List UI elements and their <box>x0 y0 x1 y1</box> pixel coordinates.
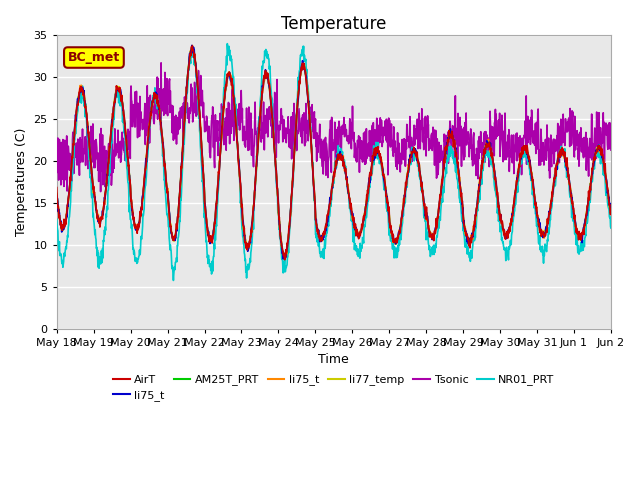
li77_temp <box>188 44 196 50</box>
li75_t <box>188 43 196 48</box>
NR01_PRT <box>239 234 246 240</box>
li75_t <box>420 205 428 211</box>
li75_t <box>163 182 170 188</box>
AM25T_PRT <box>53 191 61 196</box>
AirT <box>176 186 184 192</box>
li75_t <box>188 43 196 48</box>
li77_temp <box>53 192 61 198</box>
li75_t <box>542 225 550 230</box>
li75_t <box>163 182 170 188</box>
Tsonic <box>53 140 61 146</box>
Tsonic <box>542 147 550 153</box>
AirT <box>239 205 246 211</box>
li77_temp <box>493 192 500 198</box>
li75_t <box>542 225 550 230</box>
NR01_PRT <box>420 209 428 215</box>
Line: Tsonic: Tsonic <box>57 63 611 192</box>
li75_t <box>493 189 500 195</box>
AM25T_PRT <box>188 46 196 51</box>
NR01_PRT <box>163 206 170 212</box>
li75_t <box>493 187 500 193</box>
NR01_PRT <box>542 243 550 249</box>
AirT <box>163 183 170 189</box>
AirT <box>420 201 428 206</box>
Tsonic <box>177 106 184 111</box>
Line: li75_t: li75_t <box>57 46 611 257</box>
NR01_PRT <box>223 41 231 47</box>
li77_temp <box>542 228 550 234</box>
li75_t <box>607 204 615 210</box>
li77_temp <box>281 256 289 262</box>
Tsonic <box>157 60 165 66</box>
Text: BC_met: BC_met <box>68 51 120 64</box>
li77_temp <box>607 206 615 212</box>
X-axis label: Time: Time <box>319 353 349 366</box>
li77_temp <box>420 203 428 208</box>
AM25T_PRT <box>281 254 289 260</box>
Tsonic <box>97 189 104 194</box>
AirT <box>188 43 196 49</box>
Line: li77_temp: li77_temp <box>57 47 611 259</box>
AirT <box>53 185 61 191</box>
AM25T_PRT <box>542 228 550 233</box>
NR01_PRT <box>607 225 615 231</box>
li75_t <box>53 192 61 198</box>
li75_t <box>607 206 615 212</box>
AM25T_PRT <box>176 188 184 193</box>
Tsonic <box>493 133 500 139</box>
Line: AirT: AirT <box>57 46 611 260</box>
Tsonic <box>163 103 171 108</box>
AirT <box>607 206 615 212</box>
Title: Temperature: Temperature <box>281 15 387 33</box>
Y-axis label: Temperatures (C): Temperatures (C) <box>15 127 28 236</box>
li75_t <box>53 192 61 198</box>
AM25T_PRT <box>493 189 500 195</box>
NR01_PRT <box>170 277 177 283</box>
Line: AM25T_PRT: AM25T_PRT <box>57 48 611 257</box>
li75_t <box>239 216 246 221</box>
AirT <box>542 229 550 235</box>
AM25T_PRT <box>607 205 615 211</box>
Tsonic <box>607 147 615 153</box>
AM25T_PRT <box>420 204 428 210</box>
NR01_PRT <box>53 216 61 222</box>
Tsonic <box>420 115 428 121</box>
li75_t <box>279 256 287 262</box>
li77_temp <box>239 213 246 219</box>
li75_t <box>176 188 184 193</box>
li77_temp <box>163 180 170 186</box>
AirT <box>281 257 289 263</box>
NR01_PRT <box>177 210 184 216</box>
li77_temp <box>176 190 184 195</box>
Line: li75_t: li75_t <box>57 46 611 259</box>
NR01_PRT <box>493 195 500 201</box>
AM25T_PRT <box>239 212 246 218</box>
li75_t <box>239 214 246 220</box>
AM25T_PRT <box>163 181 170 187</box>
li75_t <box>176 185 184 191</box>
Tsonic <box>239 138 246 144</box>
Legend: AirT, li75_t, AM25T_PRT, li75_t, li77_temp, Tsonic, NR01_PRT: AirT, li75_t, AM25T_PRT, li75_t, li77_te… <box>109 370 559 406</box>
li75_t <box>420 205 428 211</box>
li75_t <box>280 254 288 260</box>
AirT <box>493 192 500 198</box>
Line: NR01_PRT: NR01_PRT <box>57 44 611 280</box>
